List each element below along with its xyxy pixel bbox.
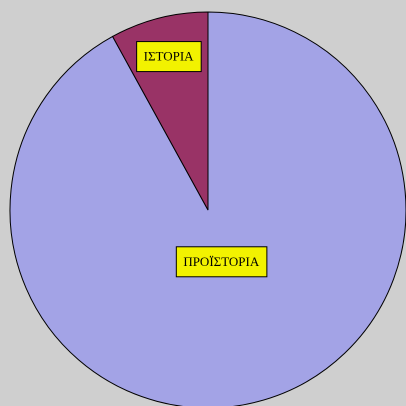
slice-label: ΠΡΟΪΣΤΟΡΙΑ (175, 246, 268, 278)
slice-label: ΙΣΤΟΡΙΑ (136, 41, 202, 73)
label-text: ΙΣΤΟΡΙΑ (144, 49, 195, 64)
label-box (175, 246, 268, 278)
label-text: ΠΡΟΪΣΤΟΡΙΑ (183, 254, 260, 269)
label-box (136, 41, 202, 73)
pie-slice (9, 11, 406, 406)
